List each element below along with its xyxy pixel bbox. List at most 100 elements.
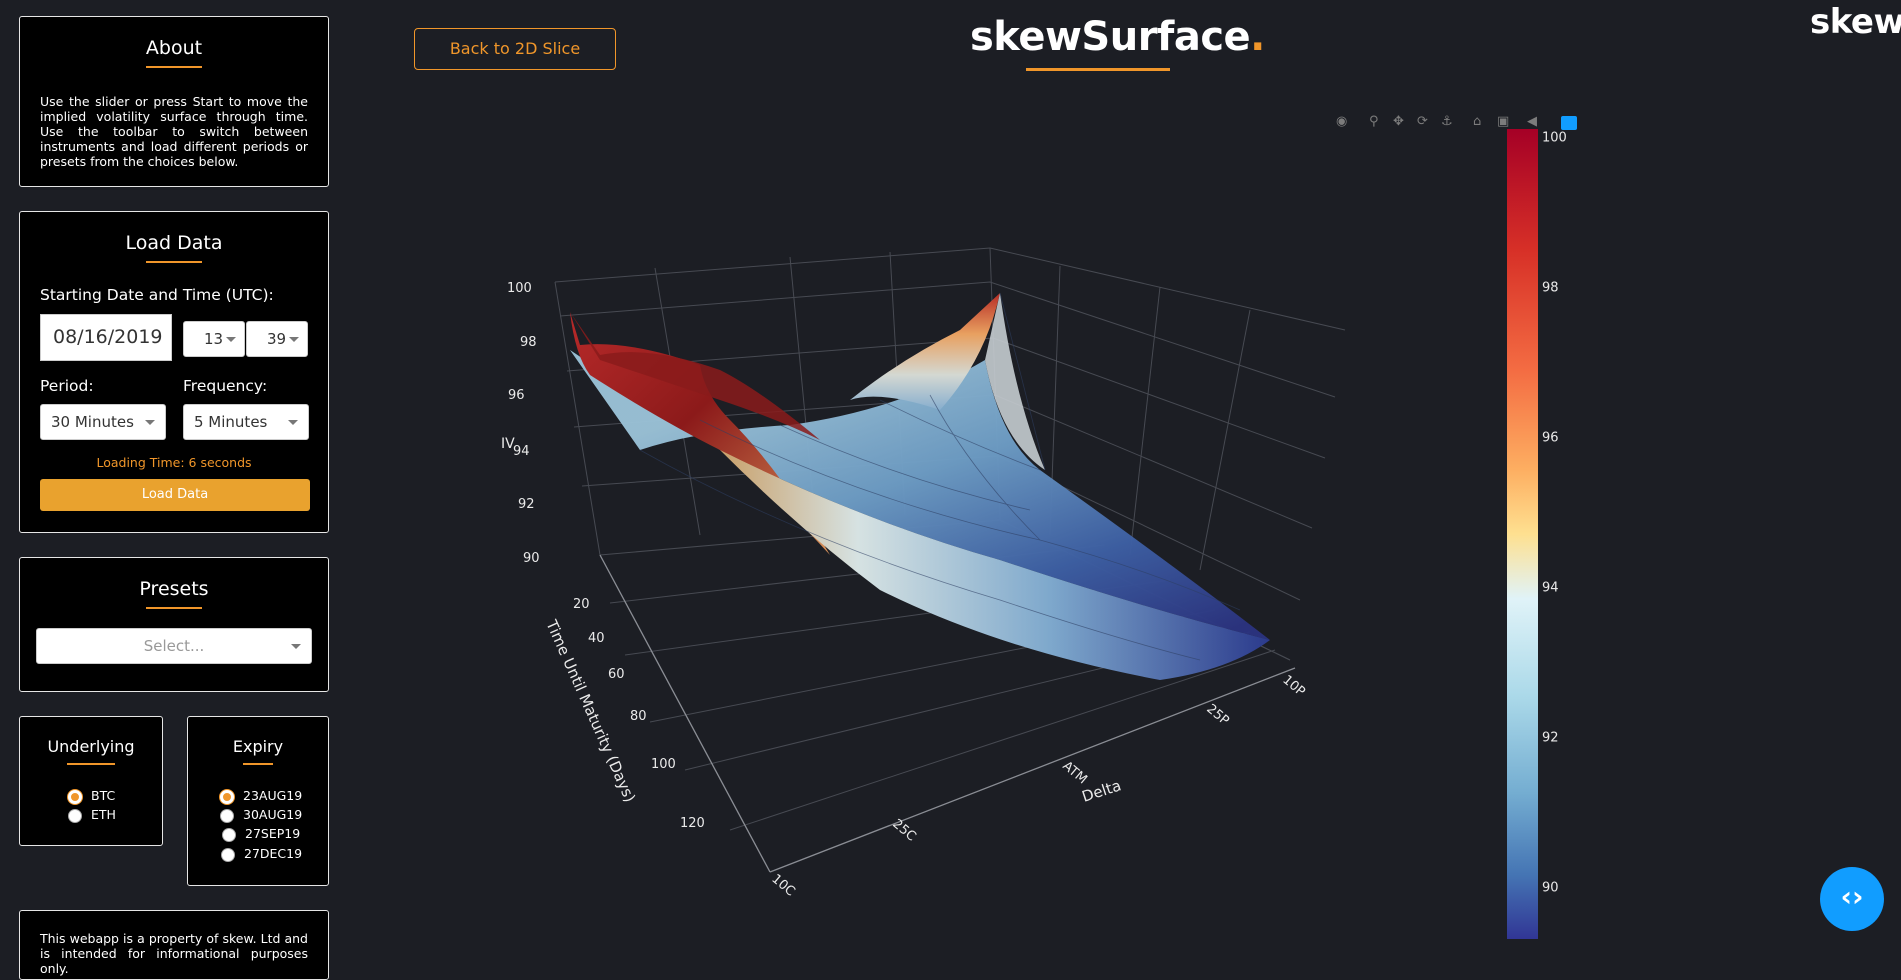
presets-panel: Presets Select... [19, 557, 329, 692]
expiry-27sep19-radio[interactable] [222, 828, 236, 842]
load-data-panel: Load Data Starting Date and Time (UTC): … [19, 211, 329, 533]
expiry-panel: Expiry 23AUG19 30AUG19 27SEP19 27DEC19 [187, 716, 329, 886]
app-title-dot: . [1250, 14, 1265, 60]
colorbar-tick-label: 90 [1542, 881, 1559, 896]
z-axis-title: IV [501, 436, 515, 452]
expiry-30aug19-radio[interactable] [220, 809, 234, 823]
load-data-button[interactable]: Load Data [40, 479, 310, 511]
z-tick-label: 90 [523, 551, 540, 566]
loading-time-text: Loading Time: 6 seconds [96, 455, 252, 470]
colorbar [1507, 129, 1538, 939]
expiry-27dec19-label: 27DEC19 [244, 846, 303, 861]
frequency-value: 5 Minutes [194, 413, 268, 431]
y-tick-label: 100 [651, 757, 676, 772]
z-tick-label: 96 [508, 388, 525, 403]
colorbar-tick-label: 96 [1542, 431, 1559, 446]
eth-label: ETH [91, 807, 116, 822]
chevron-down-icon [288, 420, 298, 425]
y-tick-label: 80 [630, 709, 647, 724]
chevron-down-icon [145, 420, 155, 425]
colorbar-tick-label: 94 [1542, 581, 1559, 596]
footer-text: This webapp is a property of skew. Ltd a… [40, 931, 308, 976]
colorbar-tick-label: 98 [1542, 281, 1559, 296]
x-tick-label: ATM [1059, 759, 1089, 788]
axis-lines [599, 554, 1296, 873]
expiry-title: Expiry [232, 737, 284, 756]
underlying-panel: Underlying BTC ETH [19, 716, 163, 846]
camera-reset-icon[interactable]: ▣ [1497, 114, 1510, 129]
z-tick-label: 98 [520, 335, 537, 350]
x-tick-label: 10P [1279, 673, 1307, 700]
skew-logo: skew. [1810, 2, 1901, 42]
colorbar-ticks: 90 92 94 96 98 100 [1542, 131, 1567, 896]
expiry-23aug19-label: 23AUG19 [243, 788, 303, 803]
chevron-down-icon [291, 644, 301, 649]
expiry-27sep19-label: 27SEP19 [245, 826, 301, 841]
presets-select[interactable]: Select... [36, 628, 312, 664]
period-value: 30 Minutes [51, 413, 134, 431]
turntable-icon[interactable]: ⚓ [1441, 114, 1453, 129]
about-panel: About Use the slider or press Start to m… [19, 16, 329, 187]
hover-icon[interactable]: ◀ [1527, 114, 1537, 129]
code-toggle-button[interactable]: ‹› [1820, 867, 1884, 931]
app-title-underline [1026, 68, 1170, 71]
back-button-label: Back to 2D Slice [449, 39, 581, 58]
y-tick-label: 40 [588, 631, 605, 646]
zoom-icon[interactable]: ⚲ [1369, 114, 1379, 129]
presets-title-underline [146, 607, 202, 609]
z-tick-label: 100 [507, 281, 532, 296]
y-tick-label: 60 [608, 667, 625, 682]
about-title-underline [146, 66, 202, 68]
camera-icon[interactable]: ◉ [1336, 114, 1348, 129]
chevron-down-icon [226, 337, 236, 342]
plotly-logo-icon[interactable] [1561, 116, 1577, 130]
x-tick-label: 25C [889, 817, 918, 845]
pan-icon[interactable]: ✥ [1393, 114, 1404, 129]
minute-value: 39 [267, 330, 287, 348]
z-tick-label: 92 [518, 497, 535, 512]
expiry-27dec19-radio[interactable] [221, 848, 235, 862]
load-data-title-underline [146, 261, 202, 263]
y-tick-label: 120 [680, 816, 705, 831]
frequency-select[interactable]: 5 Minutes [183, 404, 309, 440]
hour-select[interactable]: 13 [183, 321, 245, 357]
load-data-button-label: Load Data [141, 487, 209, 502]
btc-label: BTC [91, 788, 116, 803]
load-data-title: Load Data [125, 232, 223, 254]
about-text: Use the slider or press Start to move th… [40, 94, 308, 169]
expiry-30aug19-label: 30AUG19 [243, 807, 303, 822]
x-axis-title: Delta [1080, 776, 1124, 805]
frequency-label: Frequency: [183, 377, 268, 395]
btc-radio[interactable] [68, 790, 82, 804]
code-icon: ‹› [1840, 880, 1864, 913]
hour-value: 13 [204, 330, 224, 348]
app-title-text: skewSurface [970, 14, 1251, 60]
expiry-23aug19-radio[interactable] [220, 790, 234, 804]
start-date-label: Starting Date and Time (UTC): [40, 286, 274, 304]
expiry-title-underline [243, 763, 273, 765]
colorbar-tick-label: 100 [1542, 131, 1567, 146]
minute-select[interactable]: 39 [246, 321, 308, 357]
period-label: Period: [40, 377, 94, 395]
eth-radio[interactable] [68, 809, 82, 823]
x-tick-label: 10C [768, 872, 797, 900]
period-select[interactable]: 30 Minutes [40, 404, 166, 440]
chevron-down-icon [289, 337, 299, 342]
about-title: About [145, 37, 203, 59]
colorbar-tick-label: 92 [1542, 731, 1559, 746]
presets-title: Presets [139, 578, 209, 600]
iv-surface[interactable] [570, 292, 1270, 680]
home-icon[interactable]: ⌂ [1473, 114, 1482, 129]
presets-placeholder: Select... [143, 637, 205, 655]
x-tick-label: 25P [1203, 702, 1231, 729]
orbit-icon[interactable]: ⟳ [1417, 114, 1428, 129]
underlying-title-underline [67, 763, 115, 765]
z-tick-label: 94 [513, 444, 530, 459]
skew-logo-text: skew [1810, 2, 1901, 42]
date-input[interactable]: 08/16/2019 [40, 314, 172, 361]
underlying-title: Underlying [47, 737, 135, 756]
y-tick-label: 20 [573, 597, 590, 612]
app-title: skewSurface. [970, 14, 1265, 60]
back-to-2d-slice-button[interactable]: Back to 2D Slice [414, 28, 616, 70]
